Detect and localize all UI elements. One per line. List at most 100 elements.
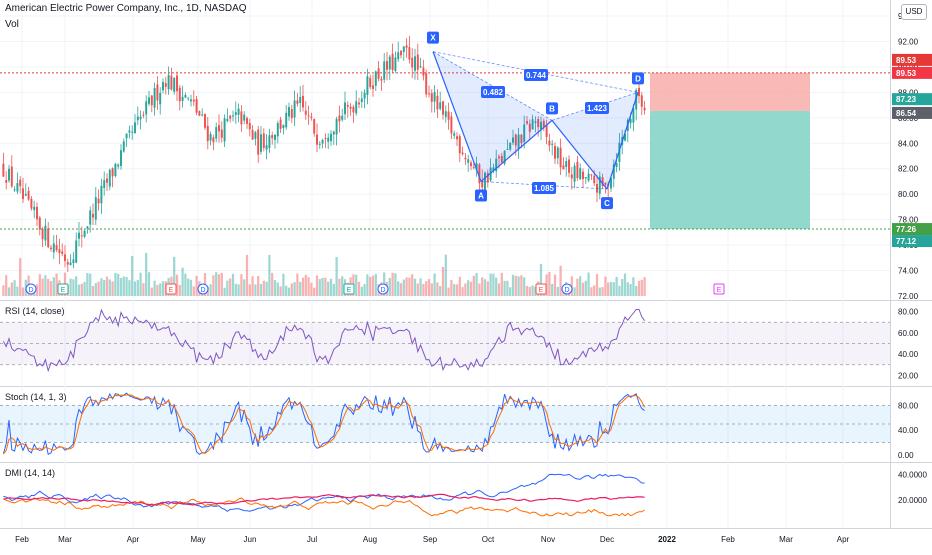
- candle-body: [327, 137, 330, 142]
- candle-body: [408, 47, 411, 60]
- candle-body: [386, 61, 388, 70]
- volume-bar: [94, 283, 97, 296]
- candle-body: [537, 119, 540, 128]
- candle-body: [372, 85, 374, 89]
- volume-bar: [212, 275, 215, 296]
- candle-body: [495, 158, 498, 172]
- rsi-tick-label: 80.00: [898, 308, 919, 317]
- pattern-point-c: C: [604, 199, 610, 208]
- candle-body: [593, 175, 596, 184]
- currency-button[interactable]: USD: [901, 4, 927, 20]
- volume-bar: [430, 283, 433, 296]
- volume-bar: [329, 278, 333, 296]
- volume-bar: [422, 283, 425, 296]
- volume-bar: [612, 282, 615, 296]
- candle-body: [61, 251, 64, 254]
- candle-body: [195, 99, 198, 113]
- candle-body: [136, 116, 139, 121]
- volume-bar: [189, 279, 193, 296]
- price-tick-label: 72.00: [898, 292, 919, 301]
- candle-body: [257, 129, 260, 155]
- volume-bar: [458, 276, 461, 296]
- ratio-label-bg: [481, 86, 505, 98]
- candle-body: [164, 83, 167, 87]
- volume-bar: [497, 283, 501, 296]
- volume-bar: [215, 272, 218, 296]
- candle-body: [209, 133, 212, 141]
- time-axis-label: May: [190, 535, 205, 544]
- price-tick-label: 92.00: [898, 37, 919, 46]
- candle-body: [78, 232, 80, 239]
- candle-body: [422, 67, 425, 76]
- volume-bar: [271, 272, 274, 296]
- volume-bar: [441, 266, 445, 296]
- candle-body: [302, 95, 304, 108]
- volume-bar: [187, 278, 190, 296]
- volume-bar: [626, 282, 629, 296]
- candle-body: [52, 243, 55, 253]
- volume-bar: [425, 281, 428, 296]
- candle-body: [260, 134, 262, 152]
- candle-body: [598, 176, 601, 194]
- candle-body: [464, 157, 467, 160]
- candle-body: [472, 167, 475, 169]
- pattern-point-x: X: [430, 34, 436, 43]
- candle-body: [8, 168, 10, 181]
- volume-bar: [181, 267, 184, 296]
- volume-bar: [142, 283, 145, 296]
- candle-body: [148, 97, 150, 104]
- volume-bar: [511, 274, 515, 296]
- price-tick-label: 84.00: [898, 139, 919, 148]
- volume-bar: [301, 277, 305, 296]
- candle-body: [290, 109, 293, 119]
- candle-body: [562, 165, 565, 170]
- candle-body: [506, 148, 509, 150]
- candle-body: [22, 188, 24, 200]
- volume-bar: [220, 272, 223, 296]
- candle-body: [629, 118, 632, 124]
- volume-bar: [156, 284, 159, 296]
- candle-body: [520, 134, 523, 144]
- target-price-badge: 77.26: [896, 225, 917, 234]
- volume-bar: [83, 281, 86, 296]
- candle-body: [187, 97, 190, 99]
- volume-bar: [363, 284, 366, 296]
- stoch-title: Stoch (14, 1, 3): [5, 392, 67, 402]
- candle-body: [178, 87, 181, 102]
- candle-body: [237, 108, 240, 115]
- candle-body: [268, 135, 271, 148]
- volume-bar: [153, 280, 156, 296]
- volume-bar: [335, 256, 338, 296]
- candle-body: [523, 124, 526, 142]
- volume-bar: [450, 279, 453, 296]
- candle-body: [475, 163, 478, 171]
- volume-bar: [355, 274, 358, 296]
- volume-bar: [338, 278, 341, 296]
- candle-body: [80, 235, 83, 237]
- candle-body: [218, 125, 220, 132]
- candle-body: [316, 134, 318, 145]
- volume-bar: [523, 277, 526, 296]
- candle-body: [324, 138, 327, 140]
- pattern-point-a: A: [478, 191, 484, 200]
- volume-bar: [184, 273, 187, 296]
- candle-body: [610, 178, 612, 189]
- volume-bar: [478, 283, 481, 296]
- candle-body: [10, 166, 13, 187]
- candle-body: [159, 92, 162, 105]
- volume-bar: [371, 275, 375, 296]
- volume-bar: [579, 276, 582, 296]
- candle-body: [192, 99, 195, 102]
- candle-body: [307, 115, 310, 117]
- candle-body: [526, 121, 528, 124]
- volume-bar: [35, 284, 39, 296]
- volume-bar: [408, 277, 411, 296]
- volume-bar: [2, 285, 5, 296]
- volume-bar: [601, 287, 604, 296]
- candle-body: [453, 133, 456, 136]
- volume-bar: [49, 281, 53, 296]
- volume-bar: [366, 274, 369, 296]
- candle-body: [150, 95, 153, 106]
